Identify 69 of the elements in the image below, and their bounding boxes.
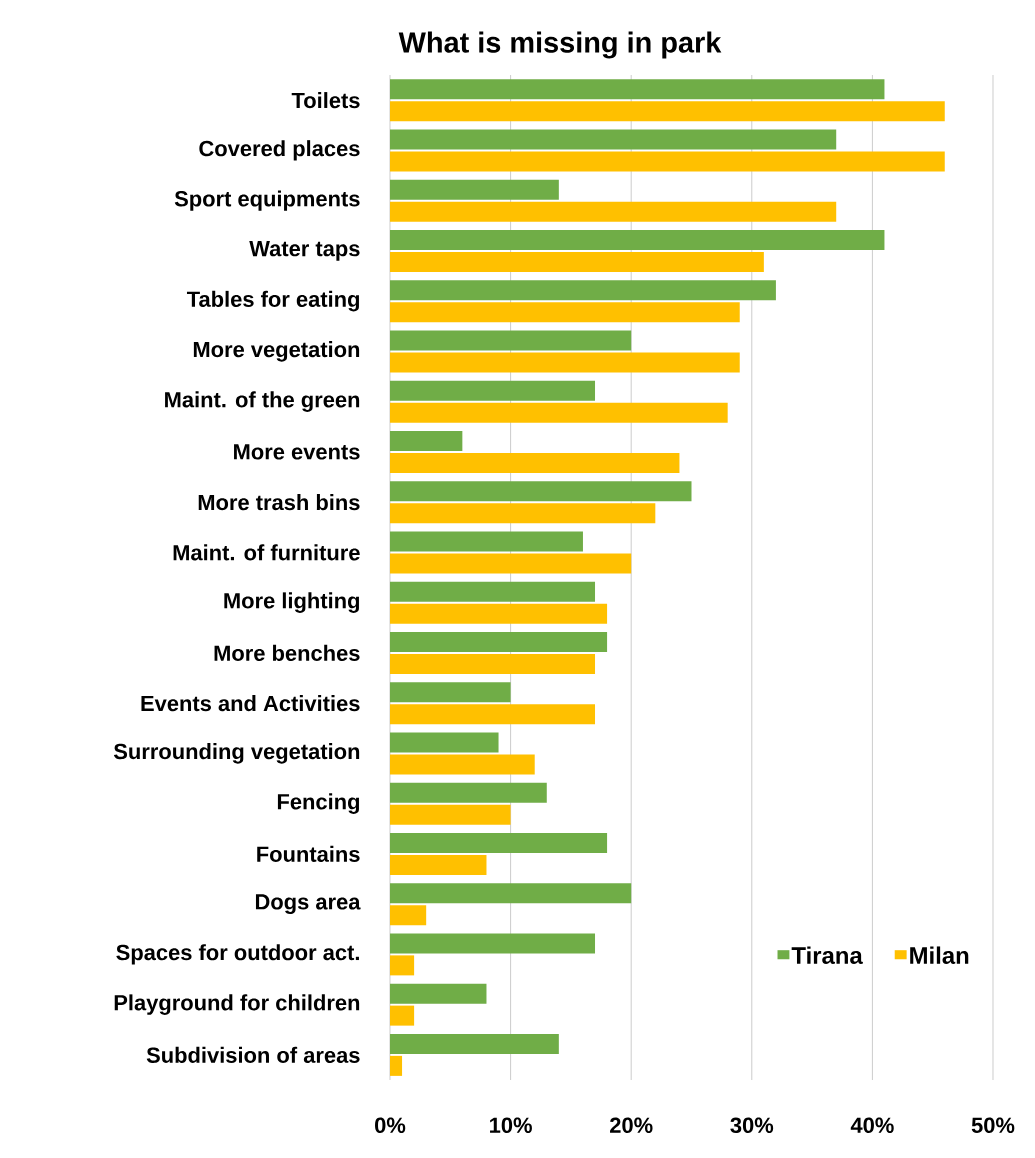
y-tick-label: Dogs area (255, 894, 361, 914)
bar (390, 330, 632, 351)
bar (390, 704, 596, 725)
bar (390, 754, 535, 775)
chart-title: What is missing in park (398, 31, 722, 59)
bar (390, 883, 632, 904)
x-tick-label: 30% (730, 1117, 774, 1134)
x-tick-label: 50% (971, 1117, 1015, 1134)
y-tick-label: Tables for eating (186, 290, 359, 312)
bar (390, 1005, 415, 1026)
y-tick-label: Events and Activities (141, 695, 360, 712)
x-tick-label: 10% (490, 1117, 532, 1134)
y-tick-label: Water taps (249, 241, 360, 261)
x-tick-label: 20% (610, 1117, 653, 1134)
bar (390, 503, 656, 524)
bar (390, 581, 596, 602)
bar (390, 352, 740, 373)
y-tick-label: More events (234, 444, 360, 460)
bar (390, 280, 776, 301)
bar (390, 1055, 403, 1076)
bar (390, 1033, 559, 1054)
bar (390, 933, 596, 954)
y-tick-label: More lighting (224, 592, 360, 613)
bar (390, 782, 547, 803)
bar (390, 905, 427, 926)
bar (390, 179, 559, 200)
bar (390, 380, 596, 401)
bar (390, 402, 728, 423)
bar (390, 481, 692, 502)
y-tick-label: Sport equipments (174, 190, 360, 211)
legend-label: Milan (910, 946, 969, 965)
bar (390, 151, 945, 172)
bar (390, 804, 511, 825)
bar (390, 251, 764, 272)
y-tick-label: Fountains (257, 845, 360, 862)
legend-label: Tirana (791, 946, 863, 965)
y-tick-label: Subdivision of areas (146, 1046, 360, 1063)
bar (390, 854, 487, 875)
y-tick-label: Playground for children (114, 994, 360, 1015)
bar (390, 631, 608, 652)
bar (390, 302, 740, 323)
x-tick-label: 0% (375, 1117, 406, 1134)
y-tick-label: Spaces for outdoor act. (116, 944, 359, 965)
y-tick-label: More benches (214, 644, 360, 661)
y-tick-label: Toilets (291, 92, 360, 109)
y-tick-label: More vegetation (193, 341, 360, 362)
bar (390, 201, 837, 222)
bar (390, 79, 885, 100)
bar (390, 732, 499, 753)
x-tick-label: 40% (850, 1117, 894, 1134)
y-tick-label: Maint. of the green (165, 391, 360, 412)
bar (390, 553, 632, 574)
y-tick-label: Covered places (199, 140, 360, 161)
bar (390, 832, 608, 853)
bar (390, 229, 885, 250)
bar (390, 955, 415, 976)
y-tick-label: Fencing (277, 793, 360, 814)
bar (390, 983, 487, 1004)
bar (390, 101, 945, 122)
bar (390, 682, 511, 703)
y-tick-label: More trash bins (198, 494, 360, 511)
bar (390, 430, 463, 451)
bar (390, 603, 608, 624)
bar (390, 129, 837, 150)
bar (390, 653, 596, 674)
bar (390, 452, 680, 473)
y-tick-label: Maint. of furniture (173, 544, 360, 561)
y-tick-label: Surrounding vegetation (113, 743, 360, 764)
bar (390, 531, 583, 552)
